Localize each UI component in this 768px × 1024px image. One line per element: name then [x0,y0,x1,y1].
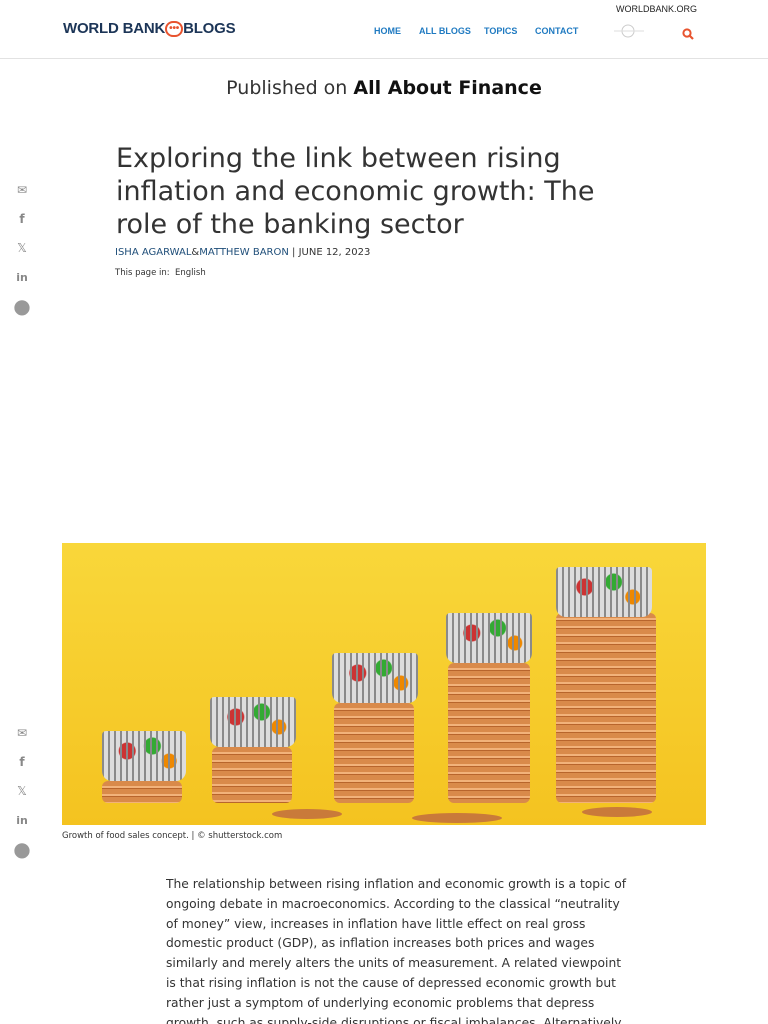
coin-stack [212,747,292,803]
separator: | [288,247,299,258]
article-title: Exploring the link between rising inflat… [116,143,595,240]
x-icon[interactable]: 𝕏 [17,784,27,798]
share-bar-top: ✉ f 𝕏 in ● [10,176,34,321]
comment-icon[interactable]: ● [13,837,31,861]
author-link[interactable]: ISHA AGARWAL [115,247,192,258]
amp: & [191,247,200,258]
author-link[interactable]: MATTHEW BARON [199,247,289,258]
page-language: This page in: English [115,268,206,278]
search-icon[interactable] [682,25,694,40]
coin [412,813,502,823]
world-bank-blogs-logo[interactable]: WORLD BANK ••• BLOGS [63,20,236,37]
facebook-icon[interactable]: f [19,755,25,769]
byline: ISHA AGARWAL&MATTHEW BARON | JUNE 12, 20… [115,247,370,258]
nav-all-blogs[interactable]: ALL BLOGS [419,26,471,36]
worldbank-org-link[interactable]: WORLDBANK.ORG [616,4,698,14]
published-prefix: Published on [226,77,348,99]
basket [332,653,418,703]
basket [446,613,532,663]
lang-link[interactable]: English [175,268,206,278]
site-header: WORLD BANK ••• BLOGS HOME ALL BLOGS TOPICS… [0,0,768,59]
world-bank-emblem-icon[interactable] [612,23,646,39]
published-on: Published on All About Finance [0,77,768,99]
logo-text: BLOGS [183,20,236,37]
publish-date: JUNE 12, 2023 [298,247,371,258]
email-icon[interactable]: ✉ [16,183,28,197]
coin-stack [556,613,656,803]
x-icon[interactable]: 𝕏 [17,241,27,255]
basket [556,567,652,617]
linkedin-icon[interactable]: in [16,814,28,827]
hero-image [62,543,706,825]
comment-icon[interactable]: ● [13,294,31,318]
share-bar-bottom: ✉ f 𝕏 in ● [10,719,34,864]
nav-contact[interactable]: CONTACT [535,26,579,36]
facebook-icon[interactable]: f [19,212,25,226]
basket [102,731,186,781]
nav-topics[interactable]: TOPICS [484,26,518,36]
coin [582,807,652,817]
linkedin-icon[interactable]: in [16,271,28,284]
lang-label: This page in: [115,268,170,278]
blog-name-link[interactable]: All About Finance [353,77,542,99]
nav-home[interactable]: HOME [374,26,401,36]
basket [210,697,296,747]
coin-stack [334,703,414,803]
logo-text: WORLD BANK [63,20,166,37]
article-body: The relationship between rising inflatio… [166,877,627,1024]
coin [272,809,342,819]
email-icon[interactable]: ✉ [16,726,28,740]
logo-bubble-icon: ••• [165,21,184,37]
coin-stack [102,781,182,803]
coin-stack [448,663,530,803]
image-caption: Growth of food sales concept. | © shutte… [62,831,283,841]
